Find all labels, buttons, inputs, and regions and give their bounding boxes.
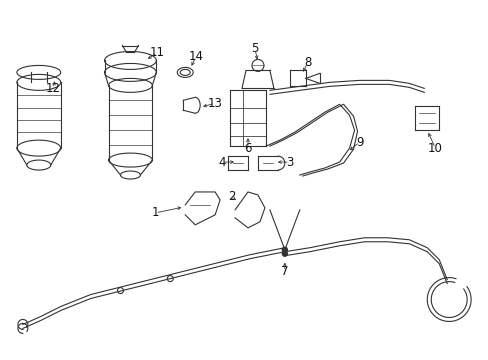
- Text: 6: 6: [244, 141, 251, 155]
- Circle shape: [282, 247, 287, 252]
- Text: 2: 2: [228, 190, 235, 203]
- Text: 8: 8: [304, 56, 311, 69]
- Text: 12: 12: [45, 82, 60, 95]
- Text: 14: 14: [188, 50, 203, 63]
- Text: 7: 7: [281, 265, 288, 278]
- Circle shape: [282, 251, 287, 256]
- Text: 13: 13: [207, 97, 222, 110]
- Text: 10: 10: [427, 141, 442, 155]
- Text: 9: 9: [355, 136, 363, 149]
- Text: 4: 4: [218, 156, 225, 168]
- Text: 11: 11: [149, 46, 164, 59]
- Text: 3: 3: [285, 156, 293, 168]
- Text: 5: 5: [251, 42, 258, 55]
- Text: 1: 1: [151, 206, 159, 219]
